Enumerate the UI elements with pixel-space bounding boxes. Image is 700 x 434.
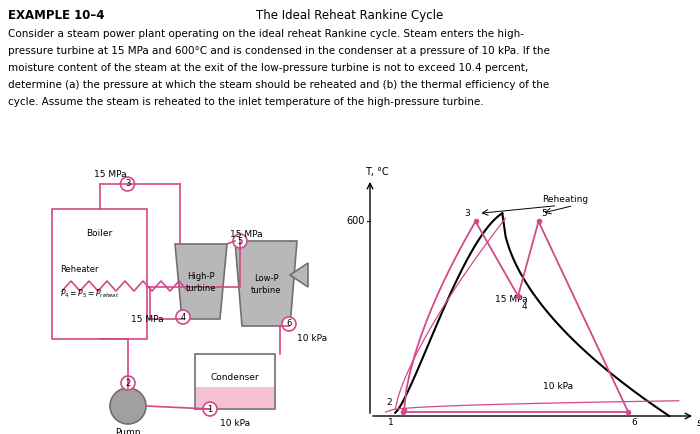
Text: 4: 4 bbox=[522, 302, 527, 310]
Text: 3: 3 bbox=[465, 209, 470, 218]
Circle shape bbox=[121, 376, 135, 390]
Text: 5: 5 bbox=[237, 237, 243, 246]
Text: 3: 3 bbox=[125, 180, 130, 188]
Text: 15 MPa: 15 MPa bbox=[230, 230, 262, 239]
Text: moisture content of the steam at the exit of the low-pressure turbine is not to : moisture content of the steam at the exi… bbox=[8, 63, 528, 73]
Text: T, °C: T, °C bbox=[365, 167, 388, 177]
Circle shape bbox=[176, 310, 190, 324]
Circle shape bbox=[120, 177, 134, 191]
Text: EXAMPLE 10–4: EXAMPLE 10–4 bbox=[8, 9, 104, 22]
Text: 10 kPa: 10 kPa bbox=[543, 382, 573, 391]
Text: pressure turbine at 15 MPa and 600°C and is condensed in the condenser at a pres: pressure turbine at 15 MPa and 600°C and… bbox=[8, 46, 550, 56]
Circle shape bbox=[203, 402, 217, 416]
Text: turbine: turbine bbox=[251, 286, 281, 295]
Polygon shape bbox=[175, 244, 227, 319]
Bar bbox=[196, 387, 274, 408]
Text: s: s bbox=[697, 418, 700, 428]
Text: 15 MPa: 15 MPa bbox=[495, 295, 527, 304]
Text: 10 kPa: 10 kPa bbox=[220, 419, 250, 428]
Circle shape bbox=[110, 388, 146, 424]
Polygon shape bbox=[235, 241, 297, 326]
Bar bbox=[52, 209, 147, 339]
Text: determine (a) the pressure at which the steam should be reheated and (b) the the: determine (a) the pressure at which the … bbox=[8, 80, 550, 90]
Text: Reheater: Reheater bbox=[60, 265, 99, 274]
Text: Consider a steam power plant operating on the ideal reheat Rankine cycle. Steam : Consider a steam power plant operating o… bbox=[8, 29, 524, 39]
Text: 1: 1 bbox=[389, 418, 394, 427]
Text: 4: 4 bbox=[181, 312, 186, 322]
Text: 15 MPa: 15 MPa bbox=[131, 315, 164, 324]
Polygon shape bbox=[290, 263, 308, 287]
Text: High-P: High-P bbox=[187, 272, 215, 281]
Text: Condenser: Condenser bbox=[211, 373, 259, 382]
Text: $P_4=P_5=P_{reheat}$: $P_4=P_5=P_{reheat}$ bbox=[60, 287, 120, 299]
Text: 2: 2 bbox=[125, 378, 131, 388]
Text: 1: 1 bbox=[207, 404, 213, 414]
Text: Boiler: Boiler bbox=[86, 229, 113, 238]
Text: Low-P: Low-P bbox=[253, 274, 279, 283]
Text: 6: 6 bbox=[631, 418, 637, 427]
Bar bbox=[195, 354, 275, 409]
Text: The Ideal Reheat Rankine Cycle: The Ideal Reheat Rankine Cycle bbox=[256, 9, 444, 22]
Text: 5: 5 bbox=[542, 209, 547, 218]
Text: 600: 600 bbox=[346, 217, 365, 227]
Text: 6: 6 bbox=[286, 319, 292, 329]
Text: Pump: Pump bbox=[116, 428, 141, 434]
Text: Reheating: Reheating bbox=[542, 194, 589, 204]
Text: turbine: turbine bbox=[186, 284, 216, 293]
Text: 2: 2 bbox=[386, 398, 392, 407]
Text: 10 kPa: 10 kPa bbox=[297, 334, 327, 343]
Text: 15 MPa: 15 MPa bbox=[94, 170, 127, 179]
Text: cycle. Assume the steam is reheated to the inlet temperature of the high-pressur: cycle. Assume the steam is reheated to t… bbox=[8, 97, 484, 107]
Circle shape bbox=[233, 234, 247, 248]
Circle shape bbox=[282, 317, 296, 331]
